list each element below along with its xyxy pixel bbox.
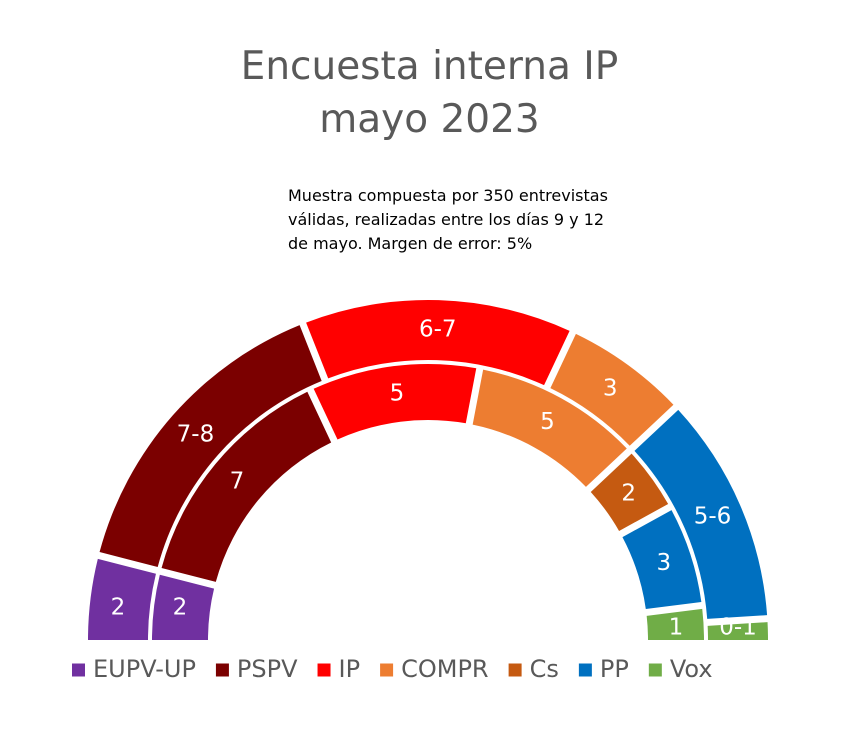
legend-label-cs: Cs (530, 655, 559, 683)
legend-swatch-pp (578, 663, 592, 677)
inner-ring-label-vox: 1 (669, 615, 684, 641)
outer-ring-label-pp: 5-6 (694, 503, 732, 529)
legend-swatch-compr (380, 663, 394, 677)
sample-note-line-3: de mayo. Margen de error: 5% (288, 234, 533, 253)
legend-swatch-eupv-up (72, 663, 85, 677)
chart-title-line-1: Encuesta interna IP (240, 44, 619, 89)
legend-label-ip: IP (339, 655, 361, 683)
outer-ring-label-compr: 3 (603, 376, 618, 402)
chart-title-line-2: mayo 2023 (319, 97, 540, 142)
legend-label-pspv: PSPV (237, 655, 298, 683)
outer-ring-segment-compr (550, 333, 674, 446)
inner-ring-segment-pp (622, 510, 702, 609)
sample-note-line-1: Muestra compuesta por 350 entrevistas (288, 186, 608, 205)
inner-ring-segment-ip (313, 364, 477, 440)
inner-ring-label-eupv-up: 2 (173, 595, 188, 621)
chart-legend: EUPV-UP PSPV IP COMPR Cs PP Vox (72, 655, 713, 683)
legend-label-pp: PP (600, 655, 629, 683)
inner-ring-label-cs: 2 (621, 481, 636, 507)
inner-ring-label-ip: 5 (390, 380, 405, 406)
inner-ring-label-pp: 3 (657, 550, 672, 576)
sample-note-line-2: válidas, realizadas entre los días 9 y 1… (288, 210, 605, 229)
legend-swatch-cs (508, 663, 522, 677)
outer-ring-segment-vox (707, 622, 769, 640)
outer-ring-label-vox: 0-1 (719, 615, 757, 641)
outer-ring-label-ip: 6-7 (419, 317, 457, 343)
inner-ring-label-compr: 5 (540, 409, 555, 435)
outer-ring-segment-ip (306, 300, 570, 386)
legend-swatch-ip (317, 663, 331, 677)
legend-swatch-pspv (215, 663, 229, 677)
inner-ring-segment-compr (472, 369, 627, 487)
legend-swatch-vox (648, 663, 662, 677)
legend-label-vox: Vox (670, 655, 713, 683)
inner-ring-segment-cs (590, 453, 669, 531)
sample-note: Muestra compuesta por 350 entrevistas vá… (288, 184, 668, 256)
chart-rings: 2 7-8 6-7 3 5-6 0-1 2 7 5 5 2 3 1 (88, 300, 769, 641)
inner-ring-segment-eupv-up (152, 574, 215, 640)
inner-ring-segment-vox (646, 608, 704, 640)
outer-ring-label-pspv: 7-8 (177, 421, 215, 447)
outer-ring-segment-eupv-up (88, 558, 156, 640)
legend-label-eupv-up: EUPV-UP (93, 655, 196, 683)
outer-ring-segment-pp (634, 409, 768, 619)
inner-ring-label-pspv: 7 (230, 468, 245, 494)
outer-ring-label-eupv-up: 2 (111, 595, 126, 621)
inner-ring-segment-pspv (161, 391, 332, 582)
outer-ring-segment-pspv (99, 325, 322, 567)
chart-title: Encuesta interna IP mayo 2023 (0, 40, 859, 146)
legend-label-compr: COMPR (401, 655, 489, 683)
